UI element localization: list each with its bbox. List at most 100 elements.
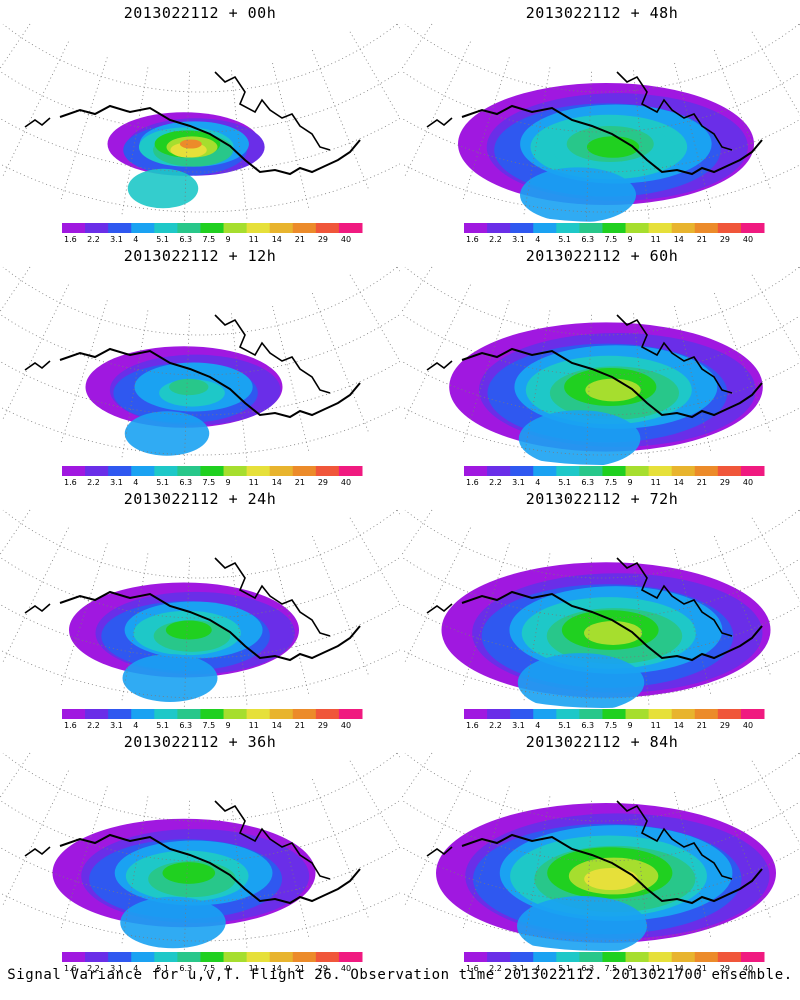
colorbar-tick-label: 2.2 <box>87 721 100 730</box>
variance-contour-level <box>586 136 640 158</box>
colorbar-tick-label: 11 <box>249 721 259 730</box>
colorbar-tick-label: 14 <box>674 235 684 244</box>
colorbar-swatch <box>533 466 557 476</box>
longitude-gridline <box>462 57 510 201</box>
colorbar-tick-label: 6.3 <box>581 478 594 487</box>
colorbar-tick-label: 11 <box>651 964 661 973</box>
colorbar-swatch <box>62 223 86 233</box>
colorbar-swatch <box>579 709 603 719</box>
longitude-gridline <box>349 31 400 120</box>
polar-map <box>402 751 800 951</box>
colorbar-swatch <box>579 223 603 233</box>
variance-contour-lobe <box>127 168 199 209</box>
coastline <box>59 347 361 419</box>
longitude-gridline <box>632 70 650 220</box>
latitude-gridline <box>402 313 800 376</box>
colorbar-swatch <box>717 466 742 476</box>
variance-contour-lobe <box>518 410 641 465</box>
colorbar-tick-label: 7.5 <box>202 964 215 973</box>
colorbar-tick-label: 2.2 <box>489 235 502 244</box>
longitude-gridline <box>402 751 434 799</box>
longitude-gridline <box>796 508 800 513</box>
colorbar-tick-label: 7.5 <box>202 721 215 730</box>
colorbar-tick-label: 21 <box>697 964 707 973</box>
colorbar-swatch <box>177 709 201 719</box>
longitude-gridline <box>183 71 190 222</box>
latitude-gridline <box>2 752 398 822</box>
latitude-gridline <box>0 603 400 659</box>
longitude-gridline <box>751 274 800 359</box>
colorbar-swatch <box>177 223 201 233</box>
colorbar-swatch <box>740 466 765 476</box>
figure-caption: Signal Variance for u,v,T. Flight 26. Ob… <box>7 967 793 983</box>
colorbar-swatch <box>177 952 201 962</box>
latitude-gridline <box>402 603 800 659</box>
colorbar-swatch <box>85 223 109 233</box>
colorbar-swatch <box>108 952 132 962</box>
colorbar-tick-label: 29 <box>318 721 328 730</box>
colorbar-tick-label: 2.2 <box>87 964 100 973</box>
forecast-panel: 2013022112 + 84h 1.6 2.2 3.1 4 5.1 6.3 7.5 9 11 14… <box>402 729 800 974</box>
longitude-gridline <box>2 527 69 663</box>
colorbar-tick-label: 7.5 <box>604 235 617 244</box>
colorbar-swatch <box>223 466 248 476</box>
colorbar-tick-label: 6.3 <box>581 964 594 973</box>
longitude-gridline <box>585 557 592 708</box>
coastline-west <box>426 603 453 614</box>
colorbar-tick-label: 5.1 <box>156 235 169 244</box>
colorbar-tick-label: 4 <box>535 235 540 244</box>
colorbar-tick-label: 1.6 <box>64 721 77 730</box>
colorbar-tick-label: 29 <box>720 721 730 730</box>
colorbar-tick-label: 40 <box>341 721 351 730</box>
colorbar-tick-label: 11 <box>249 478 259 487</box>
forecast-panel: 2013022112 + 24h 1.6 2.2 3.1 4 5.1 6.3 7.5 9 11 14… <box>0 486 400 731</box>
longitude-gridline <box>751 517 800 602</box>
map-field <box>436 803 776 951</box>
colorbar-swatch <box>464 709 488 719</box>
coastline-arctic <box>214 71 331 151</box>
variance-contour-lobe <box>120 896 226 949</box>
colorbar-swatch <box>602 709 627 719</box>
colorbar-tick-label: 29 <box>720 478 730 487</box>
colorbar-swatch <box>108 709 132 719</box>
coastline-arctic <box>214 557 331 637</box>
colorbar-swatch <box>579 466 603 476</box>
longitude-gridline <box>121 796 149 945</box>
latitude-gridline <box>404 266 800 336</box>
colorbar-tick-label: 11 <box>249 235 259 244</box>
colorbar-swatch <box>154 466 178 476</box>
colorbar-tick-label: 21 <box>295 235 305 244</box>
colorbar-swatch <box>85 952 109 962</box>
map-field <box>69 582 299 702</box>
colorbar-tick-label: 5.1 <box>558 235 571 244</box>
map-field <box>441 562 771 708</box>
colorbar-tick-label: 5.1 <box>558 964 571 973</box>
colorbar-tick-label: 11 <box>651 235 661 244</box>
colorbar-swatch <box>315 466 340 476</box>
longitude-gridline <box>523 553 551 702</box>
colorbar-tick-label: 1.6 <box>64 964 77 973</box>
colorbar-tick-label: 4 <box>133 964 138 973</box>
colorbar-swatch <box>200 223 225 233</box>
variance-contour-level <box>169 378 209 396</box>
colorbar-tick-label: 4 <box>535 478 540 487</box>
colorbar-tick-label: 1.6 <box>64 235 77 244</box>
longitude-gridline <box>402 22 434 70</box>
colorbar-tick-label: 6.3 <box>581 235 594 244</box>
colorbar-swatch <box>694 466 719 476</box>
colorbar-swatch <box>269 466 294 476</box>
polar-map <box>402 22 800 222</box>
longitude-gridline <box>0 22 32 70</box>
colorbar-swatch <box>315 952 340 962</box>
polar-map <box>0 751 400 951</box>
forecast-panel: 2013022112 + 12h 1.6 2.2 3.1 4 5.1 6.3 7.5 9 11 14… <box>0 243 400 488</box>
colorbar-swatch <box>223 952 248 962</box>
longitude-gridline <box>394 22 400 29</box>
colorbar-tick-label: 4 <box>535 721 540 730</box>
polar-map <box>402 508 800 708</box>
polar-map <box>0 22 400 222</box>
colorbar-swatch <box>108 223 132 233</box>
colorbar-tick-label: 14 <box>674 721 684 730</box>
forecast-panel: 2013022112 + 48h 1.6 2.2 3.1 4 5.1 6.3 7.5 9 11 14… <box>402 0 800 245</box>
colorbar-swatch <box>246 466 271 476</box>
